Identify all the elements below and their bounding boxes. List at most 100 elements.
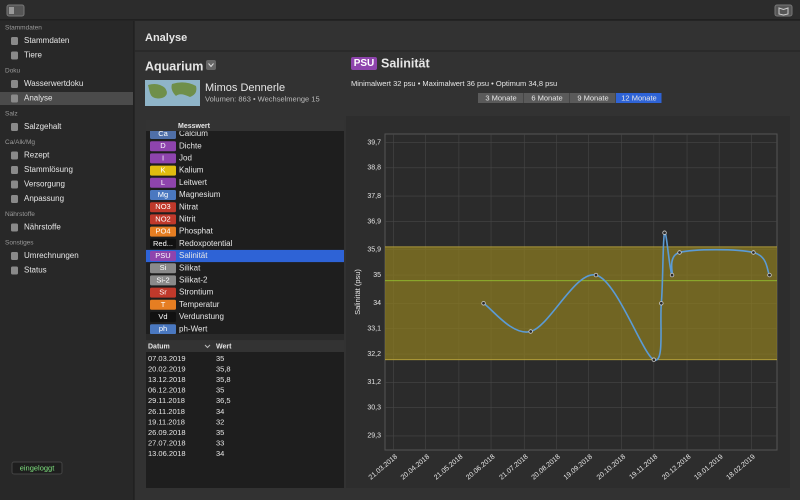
- item-icon: [11, 266, 18, 275]
- parameter-badge: [150, 312, 176, 322]
- sidebar-item[interactable]: Umrechnungen: [24, 251, 79, 260]
- parameter-badge-text: PSU: [155, 251, 170, 260]
- parameter-name[interactable]: Kalium: [179, 166, 204, 175]
- parameter-badge-text: NO2: [155, 214, 170, 223]
- measurement-value: 35: [216, 428, 224, 437]
- parameter-name[interactable]: Silikat: [179, 263, 201, 272]
- data-point: [767, 272, 772, 278]
- parameter-badge: [150, 324, 176, 335]
- measurement-value: 34: [216, 449, 224, 458]
- parameter-badge-text: PSU: [354, 58, 375, 69]
- y-tick-label: 36,9: [367, 218, 381, 225]
- range-segment[interactable]: [478, 93, 524, 103]
- parameter-badge: [150, 263, 176, 274]
- parameter-name[interactable]: Temperatur: [179, 300, 220, 309]
- parameter-name[interactable]: Phosphat: [179, 227, 214, 236]
- measurement-date: 29.11.2018: [148, 396, 185, 405]
- book-button[interactable]: [774, 4, 793, 17]
- range-label: 6 Monate: [531, 93, 562, 102]
- sidebar-item[interactable]: Salzgehalt: [24, 122, 62, 131]
- range-segment[interactable]: [570, 93, 616, 103]
- parameter-name[interactable]: ph-Wert: [179, 324, 208, 333]
- data-point: [669, 272, 675, 278]
- section-title: Nährstoffe: [5, 211, 35, 218]
- parameter-badge-text: K: [160, 166, 165, 175]
- parameter-name[interactable]: Strontium: [179, 288, 214, 297]
- data-point: [662, 230, 667, 235]
- data-point: [751, 250, 756, 255]
- parameter-name[interactable]: Verdunstung: [179, 312, 224, 321]
- split-handle[interactable]: [146, 334, 344, 340]
- item-icon: [11, 252, 18, 260]
- sidebar-item[interactable]: Status: [24, 266, 47, 275]
- measurement-date: 13.12.2018: [148, 375, 186, 384]
- parameter-rows: Ca Calcium D Dichte I Jod K Kalium L Leitwert Mg Ma…: [146, 129, 344, 335]
- item-icon: [11, 223, 18, 232]
- parameter-name[interactable]: Leitwert: [179, 178, 208, 187]
- parameter-name[interactable]: Magnesium: [179, 190, 221, 199]
- item-icon: [11, 180, 18, 189]
- sort-chevron: [204, 344, 211, 349]
- y-tick-label: 38,8: [367, 165, 381, 172]
- status-badge: [11, 461, 63, 475]
- parameter-badge: [150, 214, 176, 225]
- parameter-column: Messwert: [178, 123, 211, 130]
- y-tick-label: 30,3: [367, 405, 381, 412]
- sidebar-item[interactable]: Rezept: [24, 151, 50, 160]
- selected-row: [146, 249, 344, 263]
- parameter-badge: [150, 202, 176, 213]
- aquarium-image-land: [148, 82, 197, 99]
- parameter-name[interactable]: Redoxpotential: [179, 239, 233, 248]
- range-segment[interactable]: [616, 93, 662, 103]
- sidebar-item[interactable]: Wasserwertdoku: [24, 79, 83, 88]
- y-tick-label: 35,9: [367, 247, 381, 254]
- aquarium-dropdown[interactable]: [206, 60, 216, 70]
- parameter-name[interactable]: Jod: [179, 154, 192, 163]
- measurement-value: 35: [216, 354, 224, 363]
- parameter-name[interactable]: Salinität: [179, 251, 208, 260]
- parameter-name[interactable]: Silikat-2: [179, 276, 208, 285]
- sidebar-item[interactable]: Analyse: [24, 94, 53, 103]
- parameter-name[interactable]: Dichte: [179, 141, 202, 150]
- sidebar-item[interactable]: Nährstoffe: [24, 223, 61, 232]
- parameter-list: [146, 120, 344, 334]
- aquarium-title: Aquarium: [145, 59, 203, 73]
- parameter-badge: [150, 238, 176, 249]
- sidebar-item[interactable]: Tiere: [24, 51, 42, 60]
- data-point: [651, 357, 657, 362]
- y-tick-label: 32,2: [367, 351, 381, 358]
- y-tick-label: 34: [373, 300, 381, 307]
- measurement-value: 32: [216, 417, 224, 426]
- parameter-badge-text: Si-2: [156, 275, 169, 284]
- measurement-date: 20.02.2019: [148, 365, 186, 374]
- parameter-badge-text: D: [160, 141, 166, 150]
- parameter-badge-text: Mg: [158, 190, 168, 199]
- parameter-name[interactable]: Nitrat: [179, 202, 199, 211]
- sidebar-item[interactable]: Versorgung: [24, 180, 65, 189]
- y-tick-label: 31,2: [367, 379, 381, 386]
- aquarium-details: Volumen: 863 • Wechselmenge 15: [205, 94, 320, 103]
- sidebar-item[interactable]: Anpassung: [24, 194, 64, 203]
- parameter-badge: [150, 299, 176, 310]
- item-icon: [11, 51, 18, 60]
- data-point: [593, 272, 599, 278]
- parameter-badge-text: Vd: [158, 312, 167, 321]
- book-icon: [778, 7, 789, 16]
- item-icon: [11, 37, 18, 45]
- section-title: Doku: [5, 68, 21, 75]
- data-point: [528, 329, 533, 334]
- y-tick-label: 29,3: [367, 433, 381, 440]
- chart: 39,7 38,8 37,8 36,9 35,9 35 34 33,1 32,2 31,2 30,3…: [367, 133, 778, 481]
- range-segment[interactable]: [524, 93, 570, 103]
- parameter-badge: [150, 129, 176, 139]
- parameter-name[interactable]: Calcium: [179, 129, 208, 138]
- sidebar-item[interactable]: Stammlösung: [24, 165, 73, 174]
- parameter-badge-text: PO4: [155, 227, 170, 236]
- measurement-date: 07.03.2019: [148, 354, 186, 363]
- section-title: Stammdaten: [5, 25, 42, 32]
- sidebar-item[interactable]: Stammdaten: [24, 36, 69, 45]
- parameter-badge-text: I: [162, 153, 164, 162]
- parameter-name[interactable]: Nitrit: [179, 215, 196, 224]
